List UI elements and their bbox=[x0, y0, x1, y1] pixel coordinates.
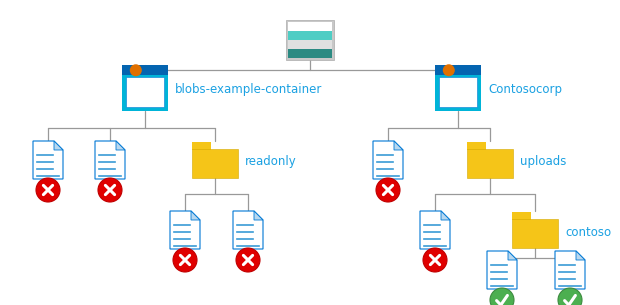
Bar bbox=[126, 77, 164, 107]
Polygon shape bbox=[233, 211, 263, 249]
Text: blobs-example-container: blobs-example-container bbox=[175, 84, 322, 96]
Circle shape bbox=[558, 288, 582, 305]
Bar bbox=[288, 40, 332, 49]
Text: contoso: contoso bbox=[565, 225, 611, 239]
Polygon shape bbox=[508, 251, 517, 260]
Bar bbox=[512, 212, 531, 220]
Circle shape bbox=[236, 248, 260, 272]
Circle shape bbox=[173, 248, 197, 272]
Circle shape bbox=[98, 178, 122, 202]
Polygon shape bbox=[170, 211, 200, 249]
Bar bbox=[435, 65, 481, 75]
Bar bbox=[435, 65, 481, 111]
Polygon shape bbox=[394, 141, 403, 150]
Text: uploads: uploads bbox=[520, 156, 567, 168]
Polygon shape bbox=[441, 211, 450, 220]
Circle shape bbox=[36, 178, 60, 202]
Bar bbox=[288, 22, 332, 31]
Polygon shape bbox=[487, 251, 517, 289]
Bar bbox=[288, 31, 332, 40]
Polygon shape bbox=[254, 211, 263, 220]
Bar bbox=[122, 65, 168, 75]
Bar bbox=[439, 77, 477, 107]
Polygon shape bbox=[420, 211, 450, 249]
Polygon shape bbox=[576, 251, 585, 260]
Polygon shape bbox=[373, 141, 403, 179]
Polygon shape bbox=[116, 141, 125, 150]
Polygon shape bbox=[95, 141, 125, 179]
Bar bbox=[286, 20, 334, 60]
Circle shape bbox=[130, 64, 142, 76]
Bar bbox=[467, 149, 513, 178]
Polygon shape bbox=[191, 211, 200, 220]
Circle shape bbox=[490, 288, 514, 305]
Circle shape bbox=[443, 64, 455, 76]
Text: readonly: readonly bbox=[245, 156, 297, 168]
Bar bbox=[192, 142, 211, 150]
Bar bbox=[288, 49, 332, 58]
Circle shape bbox=[376, 178, 400, 202]
Circle shape bbox=[423, 248, 447, 272]
Text: Contosocorp: Contosocorp bbox=[488, 84, 562, 96]
Bar bbox=[512, 219, 558, 248]
Polygon shape bbox=[54, 141, 63, 150]
Bar bbox=[192, 149, 238, 178]
Polygon shape bbox=[33, 141, 63, 179]
Bar bbox=[467, 142, 486, 150]
Polygon shape bbox=[555, 251, 585, 289]
Bar bbox=[122, 65, 168, 111]
